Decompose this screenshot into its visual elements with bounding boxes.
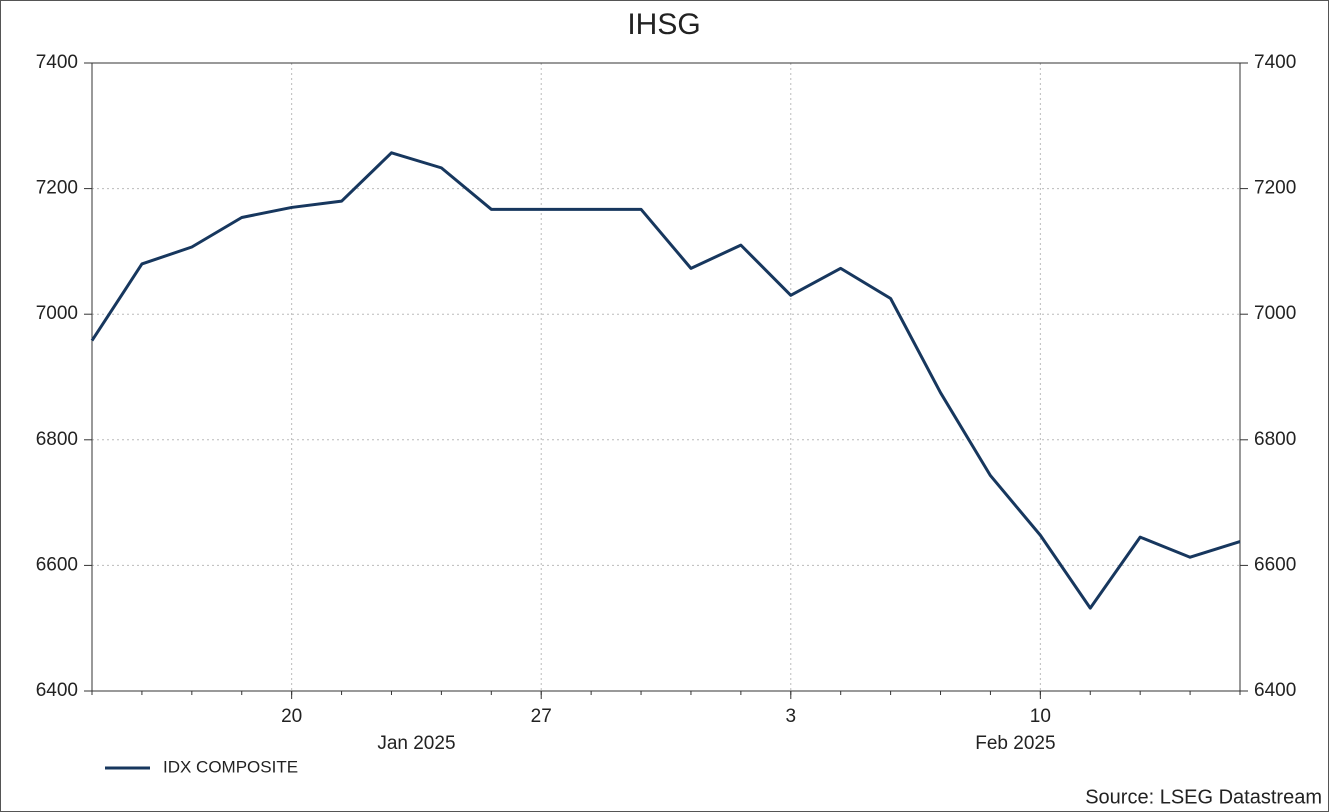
y-tick-label: 7200 (36, 178, 78, 199)
legend-label: IDX COMPOSITE (163, 757, 298, 776)
series-line (90, 151, 1241, 610)
chart-title: IHSG (627, 8, 700, 41)
y2-tick-label: 7200 (1254, 178, 1296, 199)
y-tick-label: 6800 (36, 429, 78, 450)
x-tick-label: 20 (281, 706, 302, 727)
y-tick-label: 6600 (36, 554, 78, 575)
x-tick-label: 10 (1030, 706, 1051, 727)
x-tick-label: 27 (531, 706, 552, 727)
y2-tick-label: 6800 (1254, 429, 1296, 450)
month-label: Jan 2025 (377, 733, 455, 754)
y-tick-label: 6400 (36, 680, 78, 701)
plot-frame (91, 62, 1241, 692)
month-label: Feb 2025 (975, 733, 1055, 754)
y-tick-label: 7000 (36, 303, 78, 324)
y2-tick-label: 7000 (1254, 303, 1296, 324)
y2-tick-label: 6400 (1254, 680, 1296, 701)
y2-tick-label: 6600 (1254, 554, 1296, 575)
x-tick-label: 3 (785, 706, 796, 727)
y-tick-label: 7400 (36, 52, 78, 73)
source: Source: LSEG Datastream (1085, 786, 1322, 808)
y2-tick-label: 7400 (1254, 52, 1296, 73)
